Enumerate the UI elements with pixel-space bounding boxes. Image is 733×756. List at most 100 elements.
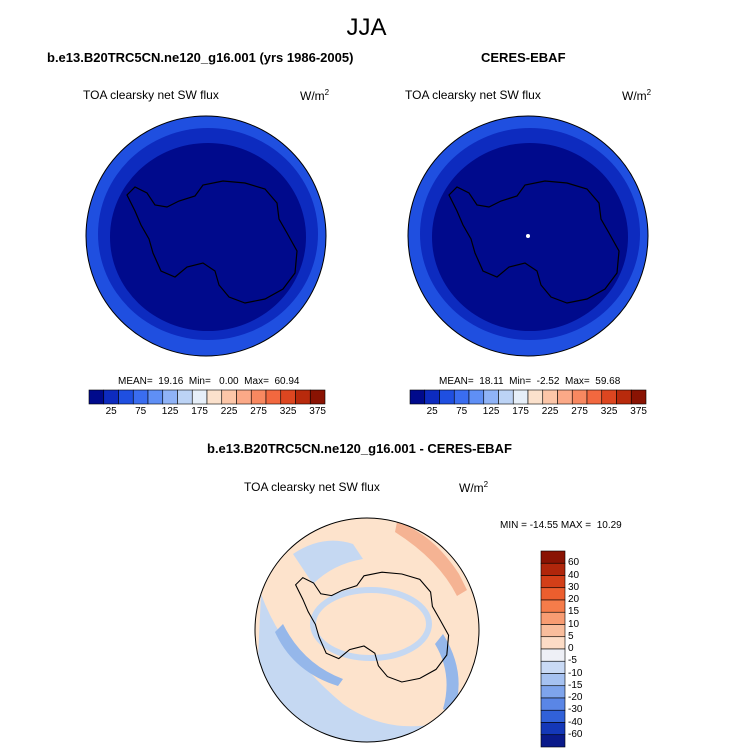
panel1-stats: MEAN= 19.16 Min= 0.00 Max= 60.94 xyxy=(118,376,300,387)
colorbar-swatch xyxy=(540,599,566,613)
colorbar-tick-label: 375 xyxy=(630,406,647,417)
colorbar-swatch xyxy=(409,389,426,405)
colorbar-tick-label: 125 xyxy=(482,406,500,417)
colorbar-swatch xyxy=(540,685,566,699)
map-border xyxy=(254,517,480,743)
panel2-colorbar xyxy=(409,389,647,405)
diff-map xyxy=(254,517,480,743)
panel2-colorbar-labels: 25 75 125 175 225 275 325 375 xyxy=(410,406,647,420)
diff-stats: MIN = -14.55 MAX = 10.29 xyxy=(500,520,622,531)
diff-colorbar-labels: 60 40 30 20 15 10 5 0 -5 -10 -15 -20 -30 -40 -60 xyxy=(568,551,598,747)
negative-region xyxy=(255,594,479,742)
diff-title: b.e13.B20TRC5CN.ne120_g16.001 - CERES-EB… xyxy=(207,441,512,456)
colorbar-swatch xyxy=(557,389,573,405)
colorbar-swatch xyxy=(601,389,617,405)
diff-units: W/m2 xyxy=(459,480,489,495)
panel1-colorbar-labels: 25 75 125 175 225 275 325 375 xyxy=(89,406,326,420)
colorbar-tick-label: 30 xyxy=(568,581,580,593)
colorbar-tick-label: -10 xyxy=(568,667,583,679)
map-border xyxy=(85,115,327,357)
colorbar-swatch xyxy=(439,389,455,405)
colorbar-tick-label: 75 xyxy=(456,406,468,417)
figure-title: JJA xyxy=(346,14,387,41)
colorbar-tick-label: -5 xyxy=(568,655,577,667)
colorbar-tick-label: 15 xyxy=(568,606,580,618)
colorbar-tick-label: -40 xyxy=(568,716,583,728)
colorbar-swatch xyxy=(424,389,440,405)
colorbar-tick-label: 5 xyxy=(568,630,574,642)
colorbar-tick-label: 175 xyxy=(191,406,208,417)
diff-colorbar xyxy=(540,550,566,748)
positive-streak xyxy=(395,522,467,596)
colorbar-swatch xyxy=(88,389,105,405)
colorbar-swatch xyxy=(630,389,647,405)
antarctica-coastline xyxy=(294,571,450,683)
diff-variable: TOA clearsky net SW flux xyxy=(244,480,380,494)
panel1-colorbar xyxy=(88,389,326,405)
colorbar-tick-label: 25 xyxy=(426,406,438,417)
pole-marker xyxy=(526,234,530,238)
colorbar-swatch xyxy=(295,389,311,405)
colorbar-swatch xyxy=(162,389,178,405)
colorbar-tick-label: -20 xyxy=(568,692,583,703)
colorbar-tick-label: 325 xyxy=(279,406,297,417)
colorbar-swatch xyxy=(571,389,588,405)
antarctica-coastline xyxy=(126,180,298,304)
colorbar-swatch xyxy=(540,660,566,674)
colorbar-swatch xyxy=(540,636,566,650)
panel2-map xyxy=(407,115,649,357)
diff-field xyxy=(255,518,479,742)
panel2-variable: TOA clearsky net SW flux xyxy=(405,88,541,102)
colorbar-swatch xyxy=(540,673,566,687)
colorbar-tick-label: 275 xyxy=(250,406,267,417)
colorbar-swatch xyxy=(540,697,566,711)
colorbar-swatch xyxy=(132,389,149,405)
antarctica-coastline xyxy=(448,180,620,304)
colorbar-tick-label: 40 xyxy=(568,569,580,581)
negative-patch xyxy=(275,624,343,686)
colorbar-swatch xyxy=(309,389,326,405)
map-inner-region xyxy=(432,143,628,331)
colorbar-swatch xyxy=(250,389,267,405)
panel2-stats: MEAN= 18.11 Min= -2.52 Max= 59.68 xyxy=(439,376,621,387)
colorbar-swatch xyxy=(118,389,134,405)
colorbar-tick-label: 75 xyxy=(135,406,147,417)
colorbar-tick-label: 175 xyxy=(512,406,529,417)
colorbar-tick-label: 225 xyxy=(220,406,238,417)
colorbar-tick-label: 375 xyxy=(309,406,326,417)
colorbar-tick-label: 125 xyxy=(161,406,179,417)
colorbar-tick-label: 20 xyxy=(568,594,580,605)
colorbar-tick-label: -30 xyxy=(568,704,583,716)
colorbar-swatch xyxy=(616,389,632,405)
colorbar-swatch xyxy=(498,389,514,405)
colorbar-swatch xyxy=(265,389,282,405)
colorbar-swatch xyxy=(542,389,558,405)
colorbar-swatch xyxy=(540,611,566,625)
colorbar-swatch xyxy=(236,389,252,405)
colorbar-swatch xyxy=(540,550,566,564)
colorbar-swatch xyxy=(191,389,208,405)
panel2-units: W/m2 xyxy=(622,88,652,103)
colorbar-swatch xyxy=(540,587,566,601)
negative-band xyxy=(310,587,432,661)
panel1-map xyxy=(85,115,327,357)
colorbar-swatch xyxy=(527,389,544,405)
panel2-title: CERES-EBAF xyxy=(481,50,566,65)
colorbar-tick-label: 25 xyxy=(105,406,117,417)
colorbar-swatch xyxy=(540,648,566,662)
colorbar-swatch xyxy=(221,389,237,405)
panel1-title: b.e13.B20TRC5CN.ne120_g16.001 (yrs 1986-… xyxy=(47,50,354,65)
colorbar-swatch xyxy=(540,562,566,576)
colorbar-tick-label: -15 xyxy=(568,679,583,691)
map-inner-region xyxy=(110,143,306,331)
negative-patch xyxy=(435,634,459,714)
map-border xyxy=(407,115,649,357)
colorbar-tick-label: 325 xyxy=(600,406,618,417)
colorbar-tick-label: 10 xyxy=(568,618,580,630)
colorbar-swatch xyxy=(540,624,566,638)
colorbar-swatch xyxy=(483,389,499,405)
colorbar-swatch xyxy=(540,734,566,748)
colorbar-swatch xyxy=(586,389,603,405)
negative-region xyxy=(293,540,363,584)
colorbar-tick-label: 275 xyxy=(571,406,588,417)
